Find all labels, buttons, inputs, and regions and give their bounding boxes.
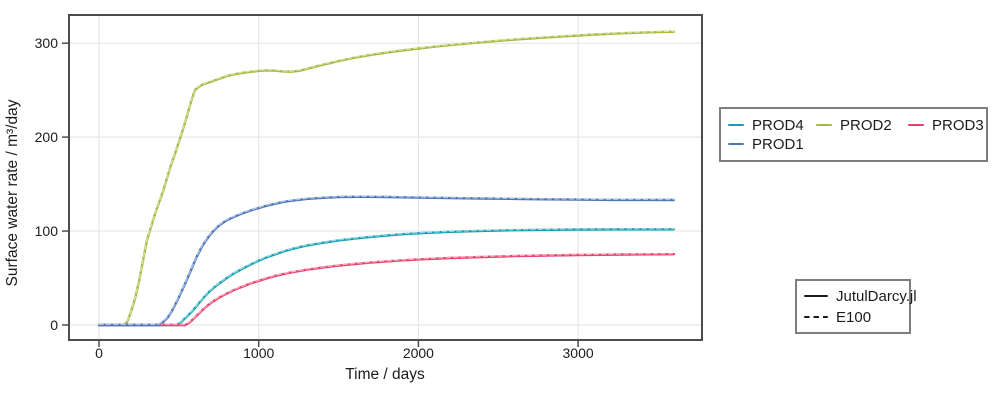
legend-label: PROD1 bbox=[752, 135, 804, 153]
legend-item-PROD1: PROD1 bbox=[728, 137, 816, 152]
x-tick-label: 0 bbox=[95, 345, 103, 361]
series-PROD1-dashed-line bbox=[98, 195, 675, 326]
legend-label: PROD3 bbox=[932, 116, 984, 134]
style-legend: JutulDarcy.jl E100 bbox=[795, 279, 917, 334]
series-PROD2-dashed-line bbox=[98, 30, 675, 326]
series-PROD4-solid-line bbox=[97, 228, 676, 327]
y-tick-label: 100 bbox=[35, 223, 59, 239]
legend-item-PROD3: PROD3 bbox=[908, 118, 986, 133]
legend-line-swatch bbox=[728, 142, 744, 146]
style-legend-label: JutulDarcy.jl bbox=[836, 287, 917, 305]
x-axis-label: Time / days bbox=[345, 366, 425, 383]
style-legend-label: E100 bbox=[836, 308, 872, 326]
grid-lines bbox=[69, 15, 702, 340]
dashed-line-swatch bbox=[804, 315, 828, 319]
legend-label: PROD2 bbox=[840, 116, 892, 134]
legend-line-swatch bbox=[908, 123, 924, 127]
style-legend-item-JutulDarcyjl: JutulDarcy.jl bbox=[804, 289, 917, 304]
x-tick-label: 3000 bbox=[563, 345, 594, 361]
legend-label: PROD4 bbox=[752, 116, 804, 134]
y-tick-label: 0 bbox=[50, 317, 58, 333]
plot-frame bbox=[68, 14, 703, 341]
series-legend: PROD4 PROD2 PROD3 PROD1 bbox=[719, 107, 988, 162]
legend-line-swatch bbox=[728, 123, 744, 127]
y-tick-label: 200 bbox=[35, 129, 59, 145]
legend-item-PROD2: PROD2 bbox=[816, 118, 908, 133]
legend-item-PROD4: PROD4 bbox=[728, 118, 816, 133]
style-legend-item-E100: E100 bbox=[804, 310, 909, 325]
legend-line-swatch bbox=[816, 123, 832, 127]
y-tick-label: 300 bbox=[35, 35, 59, 51]
axis-ticks: 0 1000 2000 3000 0 100 200 300 bbox=[35, 35, 594, 361]
x-tick-label: 1000 bbox=[243, 345, 274, 361]
x-tick-label: 2000 bbox=[403, 345, 434, 361]
series-PROD4-dashed-line bbox=[98, 227, 675, 326]
series-PROD3-dashed-line bbox=[98, 252, 675, 326]
y-axis-label: Surface water rate / m³/day bbox=[4, 99, 21, 286]
series-lines bbox=[97, 30, 676, 327]
solid-line-swatch bbox=[804, 294, 828, 298]
series-PROD3-solid-line bbox=[97, 253, 676, 327]
